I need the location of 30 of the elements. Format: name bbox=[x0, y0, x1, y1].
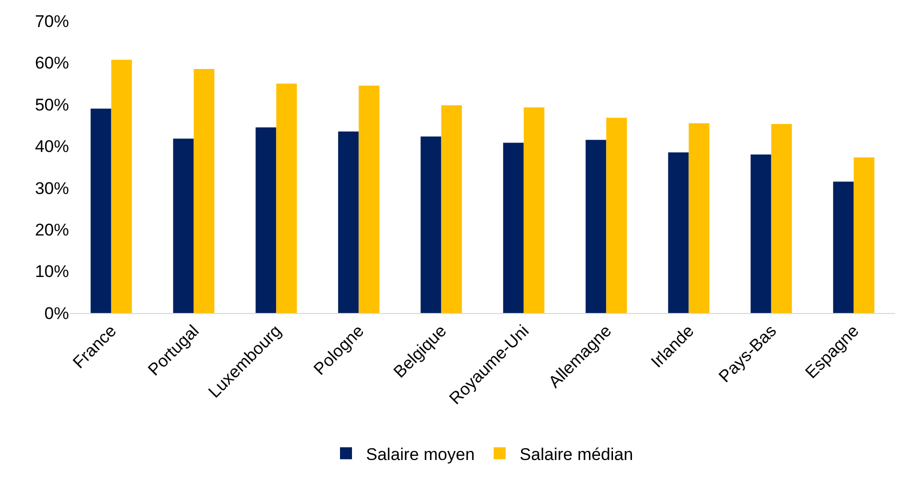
y-tick-label: 60% bbox=[34, 54, 69, 73]
bar bbox=[358, 86, 380, 313]
bar bbox=[420, 136, 442, 313]
bar bbox=[276, 84, 297, 313]
bar bbox=[194, 68, 214, 313]
bar bbox=[854, 157, 874, 313]
bar bbox=[503, 142, 524, 313]
y-tick-label: 20% bbox=[34, 220, 69, 240]
y-tick-label: 70% bbox=[34, 12, 69, 31]
bar bbox=[173, 138, 194, 313]
y-tick-label: 0% bbox=[44, 304, 69, 323]
bar bbox=[90, 108, 112, 313]
bar bbox=[256, 127, 276, 313]
bar bbox=[771, 124, 792, 313]
bar bbox=[338, 132, 359, 313]
bar bbox=[668, 152, 689, 313]
y-tick-label: 30% bbox=[34, 178, 69, 198]
y-tick-label: 40% bbox=[34, 137, 69, 156]
bar bbox=[111, 60, 132, 313]
bar bbox=[606, 118, 627, 313]
bar bbox=[833, 182, 854, 313]
y-tick-label: 10% bbox=[34, 262, 69, 282]
bar bbox=[750, 154, 772, 313]
bar bbox=[688, 123, 710, 313]
y-tick-label: 50% bbox=[34, 95, 69, 114]
bar bbox=[524, 107, 544, 313]
legend-label: Salaire moyen bbox=[366, 444, 475, 464]
legend-label: Salaire médian bbox=[520, 444, 634, 464]
bar bbox=[441, 105, 462, 313]
bar bbox=[586, 140, 606, 313]
